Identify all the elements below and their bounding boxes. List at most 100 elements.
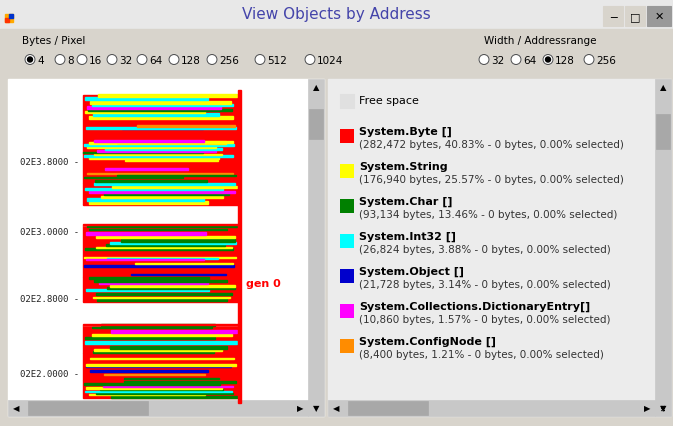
Bar	[135, 263, 233, 264]
Text: (26,824 bytes, 3.88% - 0 bytes, 0.00% selected): (26,824 bytes, 3.88% - 0 bytes, 0.00% se…	[359, 245, 611, 254]
Text: System.String: System.String	[359, 161, 448, 172]
Bar	[96, 293, 232, 296]
Text: System.ConfigNode []: System.ConfigNode []	[359, 336, 496, 346]
Bar	[122, 129, 203, 130]
Bar	[86, 290, 209, 291]
Text: 1024: 1024	[317, 55, 343, 65]
Bar	[85, 266, 234, 268]
Text: 512: 512	[267, 55, 287, 65]
Circle shape	[169, 55, 179, 65]
Bar	[348, 401, 428, 415]
Text: ▲: ▲	[313, 83, 319, 92]
Bar	[85, 188, 223, 190]
Bar	[125, 161, 217, 162]
Bar	[85, 366, 231, 367]
Bar	[124, 378, 219, 380]
Circle shape	[137, 55, 147, 65]
Bar	[89, 117, 234, 120]
Bar	[0, 0, 673, 30]
Bar	[94, 349, 222, 351]
Bar	[104, 194, 229, 196]
Text: 32: 32	[491, 55, 504, 65]
Bar	[83, 277, 238, 301]
Bar	[238, 91, 240, 403]
Bar	[85, 337, 215, 339]
Bar	[85, 387, 223, 389]
Text: □: □	[630, 12, 640, 22]
Bar	[603, 7, 623, 27]
Bar	[98, 95, 237, 98]
Bar	[0, 37, 673, 77]
Bar	[340, 95, 354, 109]
Bar	[84, 258, 236, 259]
Bar	[117, 175, 236, 176]
Bar	[92, 105, 233, 106]
Bar	[85, 128, 236, 130]
Text: (8,400 bytes, 1.21% - 0 bytes, 0.00% selected): (8,400 bytes, 1.21% - 0 bytes, 0.00% sel…	[359, 349, 604, 359]
Bar	[89, 394, 205, 395]
Bar	[90, 101, 231, 104]
Circle shape	[543, 55, 553, 65]
Text: 64: 64	[523, 55, 536, 65]
Text: System.Int32 []: System.Int32 []	[359, 231, 456, 242]
Bar	[87, 199, 203, 201]
Bar	[97, 299, 227, 301]
Bar	[83, 159, 238, 184]
Bar	[96, 247, 232, 248]
Bar	[0, 30, 673, 37]
Bar	[96, 393, 233, 394]
Bar	[93, 297, 229, 299]
Bar	[105, 168, 188, 170]
Circle shape	[77, 55, 87, 65]
Bar	[90, 371, 208, 372]
Bar	[656, 115, 670, 150]
Bar	[85, 248, 233, 250]
Circle shape	[584, 55, 594, 65]
Bar	[101, 196, 223, 199]
Text: 02E3.0000 -: 02E3.0000 -	[20, 227, 79, 236]
Bar	[110, 346, 227, 349]
Text: System.Char []: System.Char []	[359, 196, 452, 207]
Bar	[83, 226, 238, 250]
Bar	[110, 242, 236, 244]
Bar	[308, 80, 324, 416]
Bar	[84, 383, 220, 385]
Text: ◀: ◀	[13, 403, 20, 412]
Circle shape	[207, 55, 217, 65]
Text: ▶: ▶	[644, 403, 650, 412]
Bar	[89, 143, 226, 145]
Bar	[87, 147, 216, 149]
Bar	[137, 126, 236, 127]
Bar	[84, 145, 234, 146]
Bar	[131, 274, 226, 275]
Bar	[86, 364, 236, 366]
Circle shape	[107, 55, 117, 65]
Bar	[95, 181, 207, 182]
Text: gen 0: gen 0	[246, 278, 281, 288]
Bar	[94, 142, 234, 144]
Bar	[28, 401, 148, 415]
Bar	[90, 191, 235, 194]
Bar	[83, 250, 238, 277]
Text: ▼: ▼	[313, 403, 319, 412]
Bar	[84, 177, 183, 179]
Bar	[309, 110, 323, 140]
Bar	[125, 381, 236, 383]
Text: ✕: ✕	[654, 12, 664, 22]
Text: 128: 128	[555, 55, 575, 65]
Text: 02E3.8000 -: 02E3.8000 -	[20, 158, 79, 167]
Text: ▶: ▶	[297, 403, 304, 412]
Bar	[94, 154, 222, 155]
Text: 8: 8	[67, 55, 73, 65]
Text: ▲: ▲	[660, 83, 666, 92]
Bar	[83, 225, 238, 226]
Text: ◀: ◀	[332, 403, 339, 412]
Text: 256: 256	[219, 55, 239, 65]
Bar	[83, 353, 238, 380]
Circle shape	[511, 55, 521, 65]
Text: (176,940 bytes, 25.57% - 0 bytes, 0.00% selected): (176,940 bytes, 25.57% - 0 bytes, 0.00% …	[359, 175, 624, 184]
Circle shape	[25, 55, 35, 65]
Bar	[104, 374, 205, 375]
Bar	[647, 7, 671, 27]
Text: (93,134 bytes, 13.46% - 0 bytes, 0.00% selected): (93,134 bytes, 13.46% - 0 bytes, 0.00% s…	[359, 210, 617, 219]
